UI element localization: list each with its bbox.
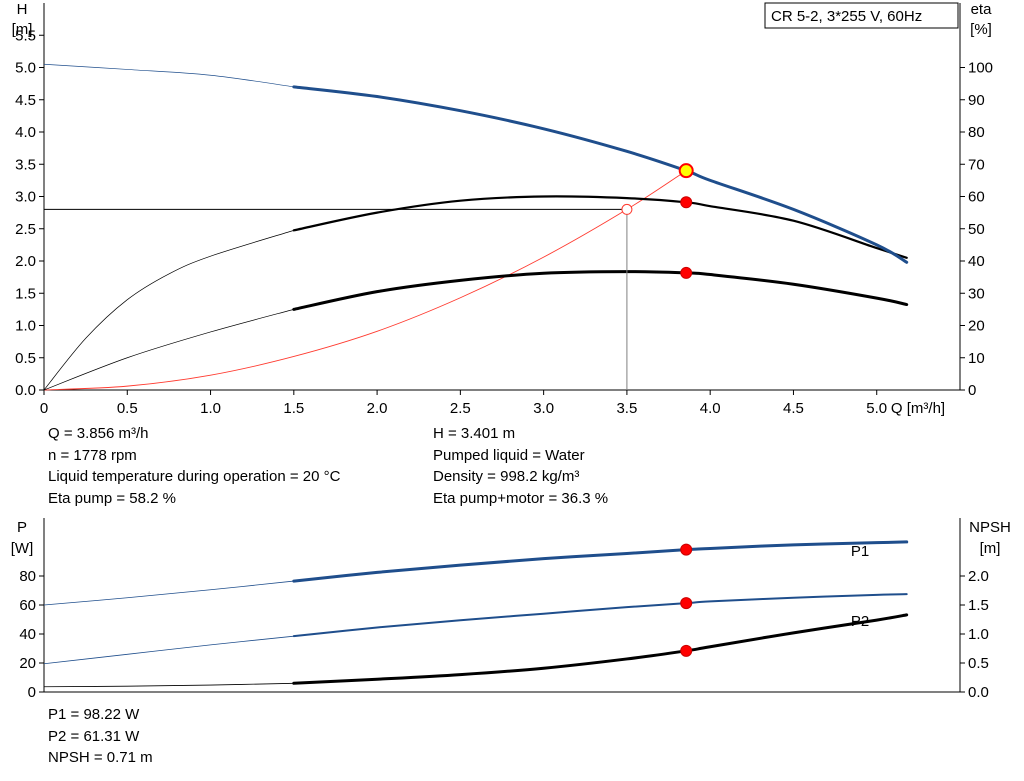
x-tick-label: 3.5 <box>616 400 637 417</box>
density-readout: Density = 998.2 kg/m³ <box>433 468 580 485</box>
npsh-axis-title: NPSH <box>969 519 1011 536</box>
eta-pump-motor-curve-extension <box>43 309 294 391</box>
eta-pump-curve-extension <box>43 230 294 391</box>
operating-point-marker <box>678 163 694 179</box>
chart-title-box <box>764 2 959 29</box>
h-tick-label: 2.5 <box>15 221 36 238</box>
x-tick-label: 0 <box>40 400 48 417</box>
p-tick-label: 60 <box>19 597 36 614</box>
x-tick-label: 4.5 <box>783 400 804 417</box>
p2-curve-extension <box>43 635 294 665</box>
p-axis-unit: [W] <box>11 540 34 557</box>
h-tick-label: 4.0 <box>15 124 36 141</box>
reference-point-marker <box>621 203 633 215</box>
h-tick-label: 4.5 <box>15 92 36 109</box>
x-tick-label: 2.5 <box>450 400 471 417</box>
npsh-readout: NPSH = 0.71 m <box>48 749 153 766</box>
eta-pump-curve <box>292 195 908 259</box>
x-axis-title: Q [m³/h] <box>891 400 945 417</box>
p-axis-title: P <box>17 519 27 536</box>
x-tick-label: 0.5 <box>117 400 138 417</box>
h-tick-label: 5.5 <box>15 27 36 44</box>
eta-pump-motor-readout: Eta pump+motor = 36.3 % <box>433 489 609 507</box>
system-curve <box>43 170 687 391</box>
info-left-column: Q = 3.856 m³/h n = 1778 rpm Liquid tempe… <box>48 423 340 509</box>
npsh-tick-label: 2.0 <box>968 568 989 585</box>
eta-tick-label: 10 <box>968 350 985 367</box>
x-tick-label: 4.0 <box>700 400 721 417</box>
head-curve <box>292 85 909 264</box>
h-axis-unit: [m] <box>12 21 33 38</box>
pumped-liquid-readout: Pumped liquid = Water <box>433 446 585 464</box>
head-readout: H = 3.401 m <box>433 425 516 442</box>
eta-axis-unit: [%] <box>970 21 992 38</box>
npsh-tick-label: 1.0 <box>968 626 989 643</box>
x-tick-label: 3.0 <box>533 400 554 417</box>
eta-axis-title: eta <box>971 1 993 18</box>
eta-pump-motor-duty-marker <box>680 266 693 279</box>
x-tick-label: 5.0 <box>866 400 887 417</box>
p2-readout: P2 = 61.31 W <box>48 727 140 745</box>
npsh-curve <box>292 613 909 685</box>
p-tick-label: 20 <box>19 655 36 672</box>
head-curve-extension <box>43 63 294 88</box>
npsh-axis-unit: [m] <box>980 540 1001 557</box>
top-plot-background <box>44 3 960 390</box>
p2-curve <box>292 593 908 638</box>
eta-pump-motor-curve <box>292 270 909 311</box>
p1-series-label: P1 <box>851 543 869 560</box>
eta-tick-label: 20 <box>968 318 985 335</box>
p2-duty-marker <box>680 597 693 610</box>
eta-tick-label: 60 <box>968 189 985 206</box>
h-tick-label: 1.0 <box>15 318 36 335</box>
p1-curve-extension <box>43 580 294 606</box>
npsh-tick-label: 0.5 <box>968 655 989 672</box>
bottom-plot-background <box>44 518 960 692</box>
eta-tick-label: 90 <box>968 92 985 109</box>
h-axis-title: H <box>17 1 28 18</box>
p-tick-label: 80 <box>19 568 36 585</box>
h-tick-label: 3.0 <box>15 189 36 206</box>
h-tick-label: 3.5 <box>15 156 36 173</box>
npsh-tick-label: 1.5 <box>968 597 989 614</box>
h-tick-label: 1.5 <box>15 285 36 302</box>
eta-pump-duty-marker <box>680 196 693 209</box>
h-tick-label: 5.0 <box>15 60 36 77</box>
npsh-curve-extension <box>43 682 294 688</box>
npsh-duty-marker <box>680 644 693 657</box>
eta-tick-label: 100 <box>968 60 993 77</box>
p1-readout: P1 = 98.22 W <box>48 706 140 723</box>
p-tick-label: 0 <box>28 684 36 701</box>
p1-curve <box>292 540 909 583</box>
speed-readout: n = 1778 rpm <box>48 446 137 464</box>
x-tick-label: 1.5 <box>283 400 304 417</box>
eta-tick-label: 30 <box>968 285 985 302</box>
eta-tick-label: 70 <box>968 156 985 173</box>
info-power-column: P1 = 98.22 W P2 = 61.31 W NPSH = 0.71 m <box>48 704 153 769</box>
eta-tick-label: 50 <box>968 221 985 238</box>
eta-tick-label: 0 <box>968 382 976 399</box>
flow-readout: Q = 3.856 m³/h <box>48 425 149 442</box>
x-tick-label: 1.0 <box>200 400 221 417</box>
h-tick-label: 2.0 <box>15 253 36 270</box>
p1-duty-marker <box>680 543 693 556</box>
liquid-temperature-readout: Liquid temperature during operation = 20… <box>48 468 341 485</box>
p-tick-label: 40 <box>19 626 36 643</box>
eta-tick-label: 40 <box>968 253 985 270</box>
eta-pump-readout: Eta pump = 58.2 % <box>48 489 176 507</box>
p2-series-label: P2 <box>851 613 869 630</box>
h-tick-label: 0.5 <box>15 350 36 367</box>
h-tick-label: 0.0 <box>15 382 36 399</box>
x-tick-label: 2.0 <box>367 400 388 417</box>
info-right-column: H = 3.401 m Pumped liquid = Water Densit… <box>433 423 608 509</box>
npsh-tick-label: 0.0 <box>968 684 989 701</box>
eta-tick-label: 80 <box>968 124 985 141</box>
chart-title: CR 5-2, 3*255 V, 60Hz <box>771 8 922 25</box>
